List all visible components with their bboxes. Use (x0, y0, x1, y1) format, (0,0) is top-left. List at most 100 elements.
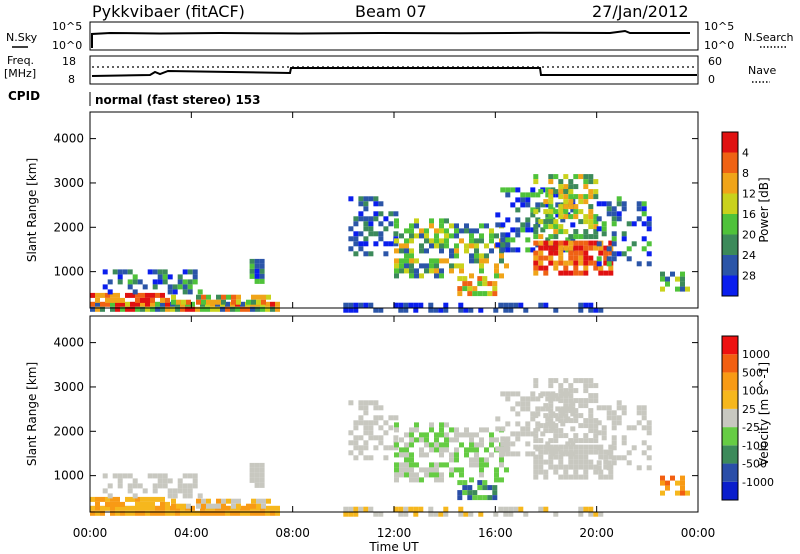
heatmap-cell (429, 268, 434, 274)
heatmap-cell (548, 459, 554, 465)
heatmap-cell (598, 474, 604, 480)
freq-trace (91, 67, 697, 77)
heatmap-cell (611, 241, 617, 247)
heatmap-cell (394, 477, 399, 483)
heatmap-cell (543, 265, 549, 271)
heatmap-cell (538, 189, 544, 195)
heatmap-cell (449, 223, 454, 229)
heatmap-cell (368, 400, 374, 406)
heatmap-cell (115, 501, 120, 507)
heatmap-cell (474, 243, 479, 249)
heatmap-cell (363, 226, 369, 232)
heatmap-cell (383, 430, 389, 436)
heatmap-cell (254, 258, 260, 264)
heatmap-cell (394, 223, 399, 229)
heatmap-cell (444, 218, 449, 224)
heatmap-cell (558, 270, 564, 276)
heatmap-cell (469, 462, 474, 468)
heatmap-cell (583, 459, 589, 465)
heatmap-cell (429, 258, 434, 264)
heatmap-cell (646, 241, 652, 247)
heatmap-cell (523, 511, 529, 517)
heatmap-cell (226, 498, 231, 504)
heatmap-cell (601, 405, 607, 411)
heatmap-cell (363, 506, 369, 512)
heatmap-cell (553, 234, 559, 240)
heatmap-cell (393, 302, 399, 308)
heatmap-cell (558, 189, 564, 195)
heatmap-cell (216, 503, 221, 509)
heatmap-cell (363, 221, 369, 227)
heatmap-cell (368, 430, 374, 436)
heatmap-cell (245, 306, 250, 312)
heatmap-cell (553, 438, 559, 444)
heatmap-cell (236, 294, 241, 300)
heatmap-cell (563, 229, 569, 235)
heatmap-cell (593, 511, 599, 517)
heatmap-cell (611, 425, 617, 431)
heatmap-cell (95, 510, 100, 516)
heatmap-cell (147, 473, 153, 479)
heatmap-cell (621, 435, 627, 441)
heatmap-cell (368, 231, 374, 237)
heatmap-cell (105, 297, 110, 303)
heatmap-cell (95, 496, 100, 502)
heatmap-cell (573, 214, 579, 220)
heatmap-cell (518, 506, 524, 512)
heatmap-cell (558, 413, 564, 419)
colorbar-tick-label: 20 (742, 229, 756, 242)
heatmap-cell (434, 228, 439, 234)
heatmap-cell (538, 449, 544, 455)
heatmap-cell (105, 301, 110, 307)
heatmap-cell (393, 211, 399, 217)
heatmap-cell (235, 510, 240, 516)
heatmap-cell (162, 274, 168, 280)
heatmap-cell (533, 270, 539, 276)
heatmap-cell (424, 467, 429, 473)
heatmap-cell (578, 403, 584, 409)
heatmap-cell (110, 297, 115, 303)
time-tick-label: 00:00 (73, 526, 108, 540)
heatmap-cell (578, 307, 584, 313)
heatmap-cell (500, 187, 506, 193)
heatmap-cell (641, 450, 647, 456)
heatmap-cell (583, 250, 589, 256)
heatmap-cell (568, 234, 574, 240)
heatmap-cell (399, 437, 404, 443)
heatmap-cell (444, 258, 449, 264)
heatmap-cell (515, 451, 521, 457)
heatmap-cell (439, 228, 444, 234)
heatmap-cell (444, 422, 449, 428)
heatmap-cell (383, 241, 389, 247)
heatmap-cell (464, 452, 469, 458)
heatmap-cell (394, 462, 399, 468)
heatmap-cell (368, 221, 374, 227)
heatmap-cell (225, 306, 230, 312)
heatmap-cell (588, 219, 594, 225)
heatmap-cell (408, 302, 414, 308)
heatmap-cell (457, 495, 463, 501)
heatmap-cell (182, 493, 188, 499)
heatmap-cell (525, 396, 531, 402)
heatmap-cell (162, 478, 168, 484)
heatmap-cell (596, 216, 602, 222)
heatmap-cell (419, 228, 424, 234)
heatmap-cell (192, 483, 198, 489)
heatmap-cell (399, 248, 404, 254)
heatmap-cell (167, 274, 173, 280)
heatmap-cell (548, 464, 554, 470)
heatmap-cell (399, 472, 404, 478)
heatmap-cell (525, 217, 531, 223)
heatmap-cell (538, 438, 544, 444)
heatmap-cell (130, 292, 135, 298)
heatmap-cell (588, 209, 594, 215)
heatmap-cell (343, 307, 349, 313)
heatmap-cell (240, 306, 245, 312)
heatmap-cell (548, 245, 554, 251)
heatmap-cell (558, 418, 564, 424)
colorbar-tick-label: 28 (742, 270, 756, 283)
heatmap-cell (368, 506, 374, 512)
heatmap-cell (533, 255, 539, 261)
heatmap-cell (558, 214, 564, 220)
